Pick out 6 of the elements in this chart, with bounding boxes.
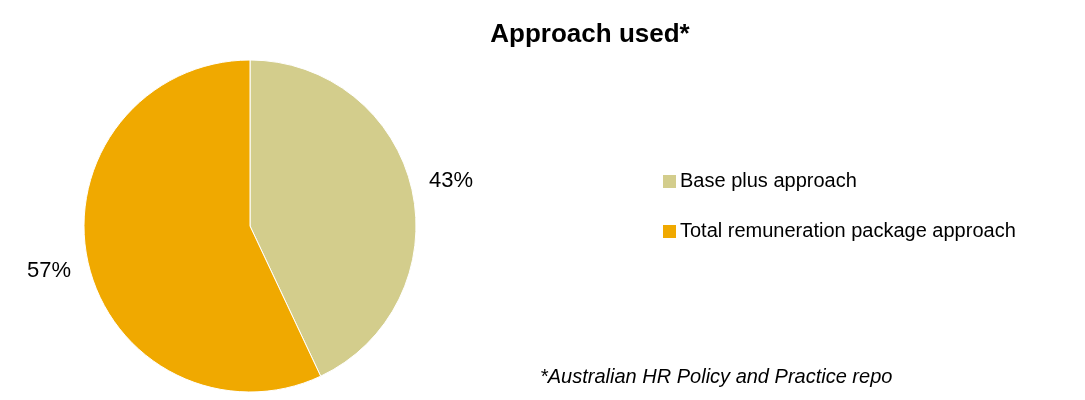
chart-title: Approach used* xyxy=(490,18,691,48)
legend-label: Base plus approach xyxy=(680,169,857,192)
data-label: 43% xyxy=(429,166,474,192)
data-label: 57% xyxy=(26,256,71,282)
legend-label: Total remuneration package approach xyxy=(680,219,1016,242)
text: *Australian HR Policy and Practice repo xyxy=(540,365,893,387)
